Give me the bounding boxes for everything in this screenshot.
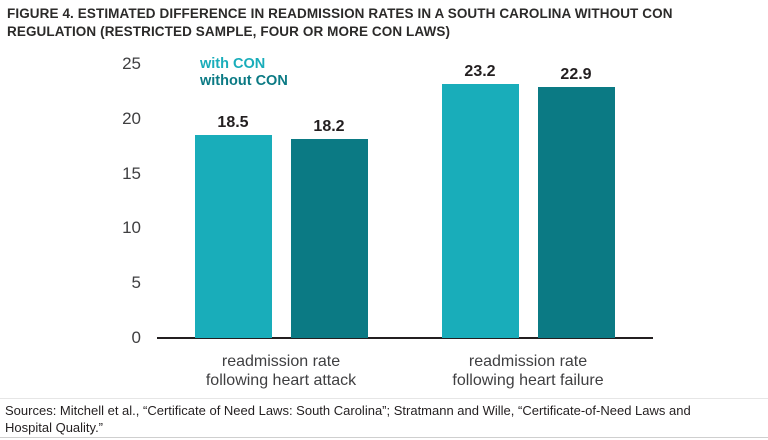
- y-axis-tick-label: 10: [122, 218, 141, 238]
- bar-value-label: 18.5: [217, 114, 249, 132]
- chart-legend: with CON without CON: [200, 56, 288, 89]
- bar-with-con-group2: [441, 83, 519, 338]
- divider-line-top: [0, 398, 768, 399]
- y-axis-tick-label: 0: [131, 328, 141, 347]
- bar-value-label: 18.2: [313, 117, 345, 135]
- bar-without-con-group2: [537, 87, 615, 338]
- bar-with-con-group1: [194, 135, 272, 338]
- figure-title: FIGURE 4. ESTIMATED DIFFERENCE IN READMI…: [7, 6, 673, 39]
- y-axis-tick-label: 25: [122, 54, 141, 73]
- y-axis-tick-label: 5: [131, 273, 141, 293]
- legend-item-without-con: without CON: [200, 72, 288, 89]
- bar-without-con-group1: [290, 138, 368, 338]
- bar-value-label: 23.2: [464, 62, 496, 80]
- y-axis-tick-label: 20: [122, 108, 141, 128]
- y-axis-tick-label: 15: [122, 163, 141, 183]
- bar-value-label: 22.9: [560, 66, 592, 84]
- x-axis-category-label: readmission rate following heart failure: [452, 353, 604, 389]
- divider-line-bottom: [0, 437, 768, 438]
- x-axis-line: [157, 337, 653, 339]
- source-note: Sources: Mitchell et al., “Certificate o…: [5, 403, 691, 435]
- legend-item-with-con: with CON: [200, 56, 266, 72]
- x-axis-category-label: readmission rate following heart attack: [205, 353, 357, 389]
